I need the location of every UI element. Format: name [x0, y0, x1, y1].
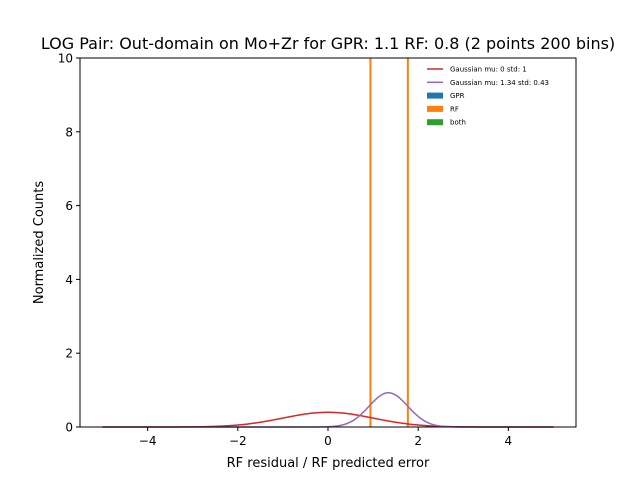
x-tick-label: 2	[414, 434, 422, 448]
y-tick-label: 2	[65, 347, 73, 361]
plot-area	[102, 58, 554, 428]
series-line-0	[102, 411, 554, 428]
legend-label: Gaussian mu: 0 std: 1	[450, 66, 527, 74]
y-tick-label: 8	[65, 125, 73, 139]
hist-bar-rf-0	[369, 58, 372, 427]
legend-label: both	[450, 119, 466, 127]
chart-title: LOG Pair: Out-domain on Mo+Zr for GPR: 1…	[41, 34, 615, 53]
legend: Gaussian mu: 0 std: 1 Gaussian mu: 1.34 s…	[427, 66, 549, 127]
y-axis-label: Normalized Counts	[32, 181, 47, 304]
plot-frame	[79, 57, 577, 428]
x-axis: −4 −2 0 2 4	[139, 427, 512, 448]
y-tick-label: 10	[58, 52, 73, 66]
series-line-1	[102, 392, 554, 428]
x-axis-label: RF residual / RF predicted error	[227, 456, 430, 471]
y-tick-label: 4	[65, 273, 73, 287]
legend-patch-3	[427, 105, 443, 112]
hist-bar-rf-1	[406, 58, 409, 427]
legend-label: Gaussian mu: 1.34 std: 0.43	[450, 79, 549, 87]
x-tick-label: 0	[324, 434, 332, 448]
x-tick-label: −2	[229, 434, 247, 448]
x-tick-label: 4	[505, 434, 513, 448]
legend-label: RF	[450, 105, 459, 113]
legend-label: GPR	[450, 92, 465, 100]
legend-patch-4	[427, 119, 443, 126]
x-tick-label: −4	[139, 434, 157, 448]
y-tick-label: 6	[65, 199, 73, 213]
y-tick-label: 0	[65, 421, 73, 435]
y-axis: 0 2 4 6 8 10	[58, 52, 80, 435]
legend-patch-2	[427, 92, 443, 99]
